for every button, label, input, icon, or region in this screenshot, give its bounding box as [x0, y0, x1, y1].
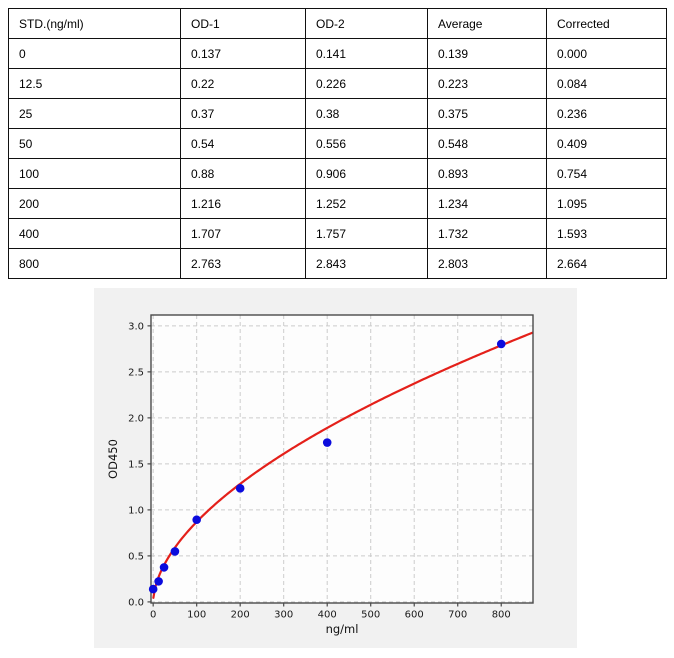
- table-cell: 0.556: [305, 128, 428, 159]
- axes-spines: [150, 314, 534, 604]
- y-tick-label: 2.5: [128, 367, 144, 378]
- table-header-row: STD.(ng/ml) OD-1 OD-2 Average Corrected: [8, 8, 667, 39]
- y-axis-label: OD450: [106, 439, 120, 479]
- table-cell: 400: [8, 218, 181, 249]
- table-cell: 2.664: [546, 248, 667, 279]
- table-header-cell: Corrected: [546, 8, 667, 39]
- table-cell: 0.223: [427, 68, 547, 99]
- table-cell: 50: [8, 128, 181, 159]
- table-cell: 0.409: [546, 128, 667, 159]
- table-cell: 0.141: [305, 38, 428, 69]
- table-cell: 0.226: [305, 68, 428, 99]
- table-cell: 0.137: [180, 38, 306, 69]
- table-cell: 2.843: [305, 248, 428, 279]
- table-cell: 2.763: [180, 248, 306, 279]
- table-row: 200 1.216 1.252 1.234 1.095: [8, 188, 667, 219]
- standard-curve-chart: 0 100 200 300 400 500 600 700 800 0.0 0.5 1.0 1.5 2.0…: [94, 288, 577, 648]
- fit-curve: [152, 331, 533, 599]
- table-cell: 0.000: [546, 38, 667, 69]
- table-cell: 1.593: [546, 218, 667, 249]
- y-tick-label: 0.0: [128, 597, 144, 608]
- table-row: 50 0.54 0.556 0.548 0.409: [8, 128, 667, 159]
- table-cell: 200: [8, 188, 181, 219]
- table-row: 25 0.37 0.38 0.375 0.236: [8, 98, 667, 129]
- x-tick-label: 500: [361, 610, 380, 621]
- table-cell: 100: [8, 158, 181, 189]
- table-cell: 0.084: [546, 68, 667, 99]
- table-cell: 0.548: [427, 128, 547, 159]
- table-row: 0 0.137 0.141 0.139 0.000: [8, 38, 667, 69]
- table-cell: 0.38: [305, 98, 428, 129]
- y-tick-label: 0.5: [128, 551, 144, 562]
- table-header-cell: OD-1: [180, 8, 306, 39]
- data-point: [322, 438, 332, 447]
- table-cell: 1.757: [305, 218, 428, 249]
- axes-background: [151, 315, 533, 603]
- table-cell: 0: [8, 38, 181, 69]
- y-tick-label: 2.0: [128, 413, 144, 424]
- table-row: 800 2.763 2.843 2.803 2.664: [8, 248, 667, 279]
- data-point: [496, 339, 506, 349]
- x-tick-label: 300: [274, 610, 293, 621]
- x-tick-label: 200: [231, 610, 250, 621]
- table-cell: 0.375: [427, 98, 547, 129]
- table-cell: 12.5: [8, 68, 181, 99]
- y-tick-label: 1.5: [128, 459, 144, 470]
- table-cell: 1.732: [427, 218, 547, 249]
- table-cell: 0.88: [180, 158, 306, 189]
- standards-table-wrap: STD.(ng/ml) OD-1 OD-2 Average Corrected 0 0.13…: [8, 8, 667, 279]
- data-point: [235, 484, 245, 493]
- table-cell: 0.22: [180, 68, 306, 99]
- table-cell: 0.37: [180, 98, 306, 129]
- table-cell: 0.139: [427, 38, 547, 69]
- table-row: 12.5 0.22 0.226 0.223 0.084: [8, 68, 667, 99]
- y-tick-label: 1.0: [128, 505, 144, 516]
- table-cell: 0.893: [427, 158, 547, 189]
- x-tick-label: 100: [187, 610, 206, 621]
- table-row: 100 0.88 0.906 0.893 0.754: [8, 158, 667, 189]
- table-cell: 1.234: [427, 188, 547, 219]
- table-cell: 800: [8, 248, 181, 279]
- x-tick-label: 0: [150, 610, 156, 621]
- data-point: [148, 584, 158, 594]
- table-cell: 0.754: [546, 158, 667, 189]
- table-cell: 1.216: [180, 188, 306, 219]
- standards-table: STD.(ng/ml) OD-1 OD-2 Average Corrected 0 0.13…: [8, 8, 667, 279]
- x-axis-label: ng/ml: [326, 622, 359, 636]
- table-cell: 0.906: [305, 158, 428, 189]
- table-cell: 0.54: [180, 128, 306, 159]
- table-cell: 1.707: [180, 218, 306, 249]
- data-point: [170, 547, 180, 556]
- data-point: [159, 563, 169, 572]
- x-tick-label: 700: [448, 610, 467, 621]
- x-tick-label: 800: [492, 610, 511, 621]
- data-point: [154, 577, 163, 586]
- y-tick-label: 3.0: [128, 321, 144, 332]
- table-header-cell: OD-2: [305, 8, 428, 39]
- table-row: 400 1.707 1.757 1.732 1.593: [8, 218, 667, 249]
- table-cell: 1.095: [546, 188, 667, 219]
- data-point: [192, 515, 201, 525]
- table-cell: 1.252: [305, 188, 428, 219]
- table-header-cell: STD.(ng/ml): [8, 8, 181, 39]
- x-tick-label: 400: [318, 610, 337, 621]
- table-cell: 2.803: [427, 248, 547, 279]
- table-header-cell: Average: [427, 8, 547, 39]
- table-cell: 0.236: [546, 98, 667, 129]
- x-tick-label: 600: [405, 610, 424, 621]
- standard-curve-panel: 0 100 200 300 400 500 600 700 800 0.0 0.5 1.0 1.5 2.0…: [94, 288, 577, 648]
- table-cell: 25: [8, 98, 181, 129]
